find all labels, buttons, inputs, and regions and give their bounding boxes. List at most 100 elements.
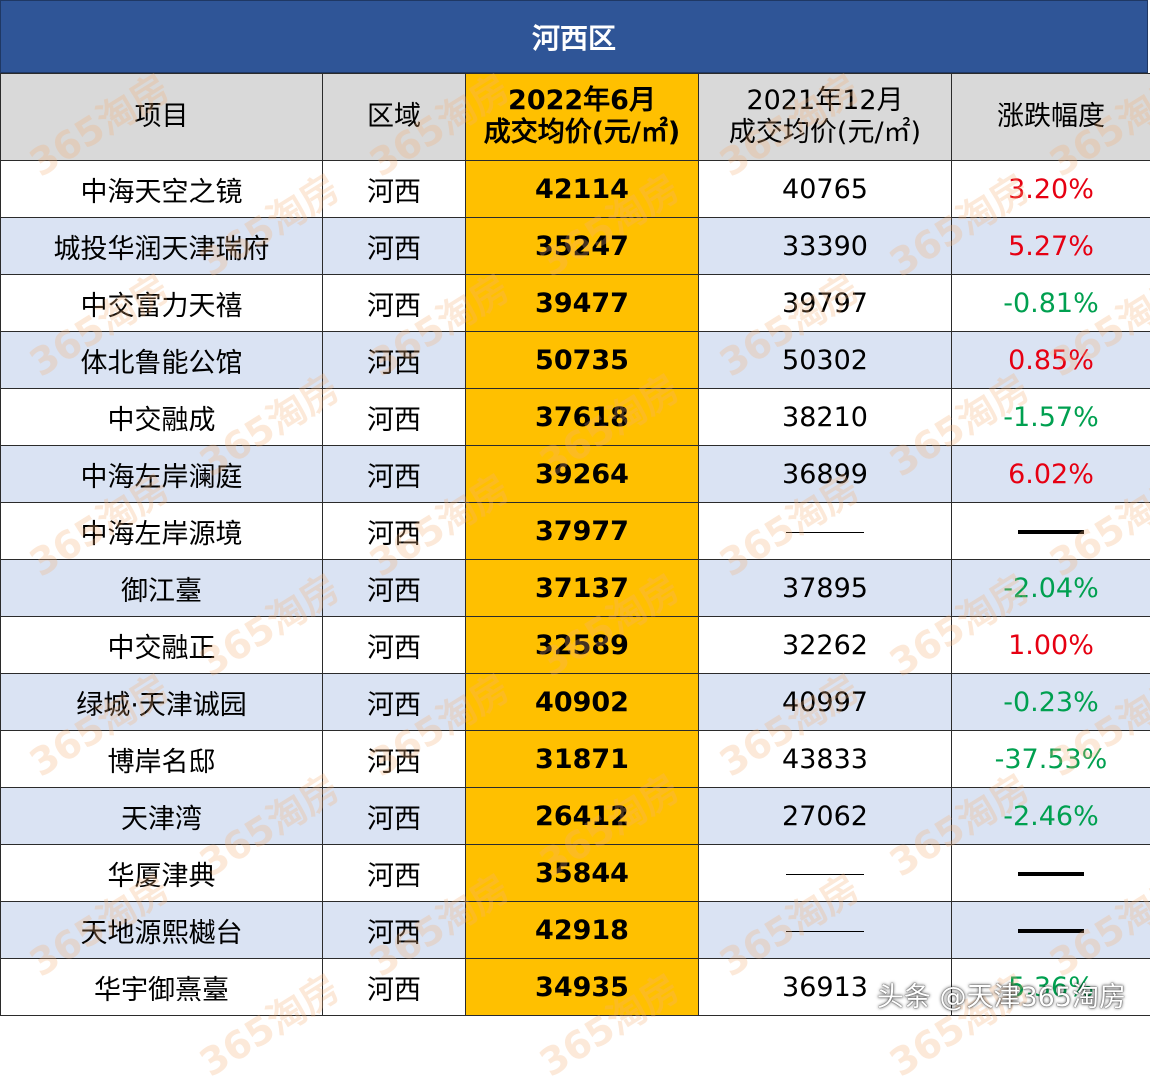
cell-current-price: 42114 (466, 161, 699, 218)
district-title: 河西区 (0, 0, 1148, 73)
header-previous-line2: 成交均价(元/㎡) (699, 117, 951, 149)
header-change: 涨跌幅度 (952, 74, 1150, 161)
cell-current-price: 34935 (466, 959, 699, 1016)
cell-current-price: 35247 (466, 218, 699, 275)
header-current-line2: 成交均价(元/㎡) (466, 117, 698, 149)
table-header-row: 项目 区域 2022年6月 成交均价(元/㎡) 2021年12月 成交均价(元/… (1, 74, 1150, 161)
cell-area: 河西 (323, 560, 466, 617)
cell-area: 河西 (323, 788, 466, 845)
cell-previous-price: 33390 (699, 218, 952, 275)
header-previous-line1: 2021年12月 (699, 85, 951, 117)
cell-change: -37.53% (952, 731, 1150, 788)
cell-project: 中海天空之镜 (1, 161, 323, 218)
cell-change (952, 503, 1150, 560)
cell-previous-price: 50302 (699, 332, 952, 389)
cell-previous-price: 43833 (699, 731, 952, 788)
cell-previous-price: 36899 (699, 446, 952, 503)
cell-current-price: 39477 (466, 275, 699, 332)
cell-previous-price (699, 503, 952, 560)
cell-area: 河西 (323, 617, 466, 674)
cell-current-price: 37137 (466, 560, 699, 617)
cell-previous-price: 37895 (699, 560, 952, 617)
price-sheet: 河西区 项目 区域 2022年6月 成交均价(元/㎡) 2021年12月 成交均… (0, 0, 1150, 1032)
cell-current-price: 42918 (466, 902, 699, 959)
cell-previous-price: 38210 (699, 389, 952, 446)
cell-area: 河西 (323, 275, 466, 332)
cell-previous-price: 27062 (699, 788, 952, 845)
cell-area: 河西 (323, 959, 466, 1016)
cell-change: -2.46% (952, 788, 1150, 845)
cell-project: 中交融成 (1, 389, 323, 446)
cell-area: 河西 (323, 902, 466, 959)
cell-area: 河西 (323, 674, 466, 731)
cell-current-price: 26412 (466, 788, 699, 845)
cell-project: 城投华润天津瑞府 (1, 218, 323, 275)
no-data-dash (786, 874, 864, 875)
cell-area: 河西 (323, 332, 466, 389)
cell-project: 中交融正 (1, 617, 323, 674)
cell-area: 河西 (323, 845, 466, 902)
cell-previous-price (699, 845, 952, 902)
cell-change: 1.00% (952, 617, 1150, 674)
cell-change (952, 902, 1150, 959)
header-current-line1: 2022年6月 (466, 85, 698, 117)
cell-previous-price: 40997 (699, 674, 952, 731)
source-credit: 头条 @天津365淘房 (877, 975, 1126, 1014)
cell-project: 中海左岸澜庭 (1, 446, 323, 503)
header-area: 区域 (323, 74, 466, 161)
cell-current-price: 39264 (466, 446, 699, 503)
cell-area: 河西 (323, 218, 466, 275)
cell-project: 华厦津典 (1, 845, 323, 902)
header-current-price: 2022年6月 成交均价(元/㎡) (466, 74, 699, 161)
cell-project: 中交富力天禧 (1, 275, 323, 332)
cell-project: 天地源熙樾台 (1, 902, 323, 959)
cell-project: 华宇御熹臺 (1, 959, 323, 1016)
no-data-dash (1018, 530, 1084, 534)
cell-area: 河西 (323, 503, 466, 560)
price-table: 项目 区域 2022年6月 成交均价(元/㎡) 2021年12月 成交均价(元/… (0, 73, 1150, 1016)
cell-current-price: 40902 (466, 674, 699, 731)
cell-change: -0.81% (952, 275, 1150, 332)
cell-area: 河西 (323, 731, 466, 788)
cell-previous-price: 32262 (699, 617, 952, 674)
cell-current-price: 32589 (466, 617, 699, 674)
cell-previous-price: 40765 (699, 161, 952, 218)
cell-change: 5.27% (952, 218, 1150, 275)
cell-area: 河西 (323, 389, 466, 446)
cell-previous-price: 39797 (699, 275, 952, 332)
header-project: 项目 (1, 74, 323, 161)
cell-current-price: 37977 (466, 503, 699, 560)
cell-project: 御江臺 (1, 560, 323, 617)
cell-area: 河西 (323, 161, 466, 218)
cell-project: 绿城·天津诚园 (1, 674, 323, 731)
cell-change (952, 845, 1150, 902)
cell-change: 6.02% (952, 446, 1150, 503)
cell-current-price: 31871 (466, 731, 699, 788)
cell-project: 体北鲁能公馆 (1, 332, 323, 389)
cell-change: -0.23% (952, 674, 1150, 731)
cell-change: 3.20% (952, 161, 1150, 218)
cell-project: 天津湾 (1, 788, 323, 845)
cell-project: 中海左岸源境 (1, 503, 323, 560)
cell-current-price: 37618 (466, 389, 699, 446)
no-data-dash (786, 532, 864, 533)
no-data-dash (1018, 929, 1084, 933)
cell-change: 0.85% (952, 332, 1150, 389)
cell-change: -2.04% (952, 560, 1150, 617)
header-previous-price: 2021年12月 成交均价(元/㎡) (699, 74, 952, 161)
